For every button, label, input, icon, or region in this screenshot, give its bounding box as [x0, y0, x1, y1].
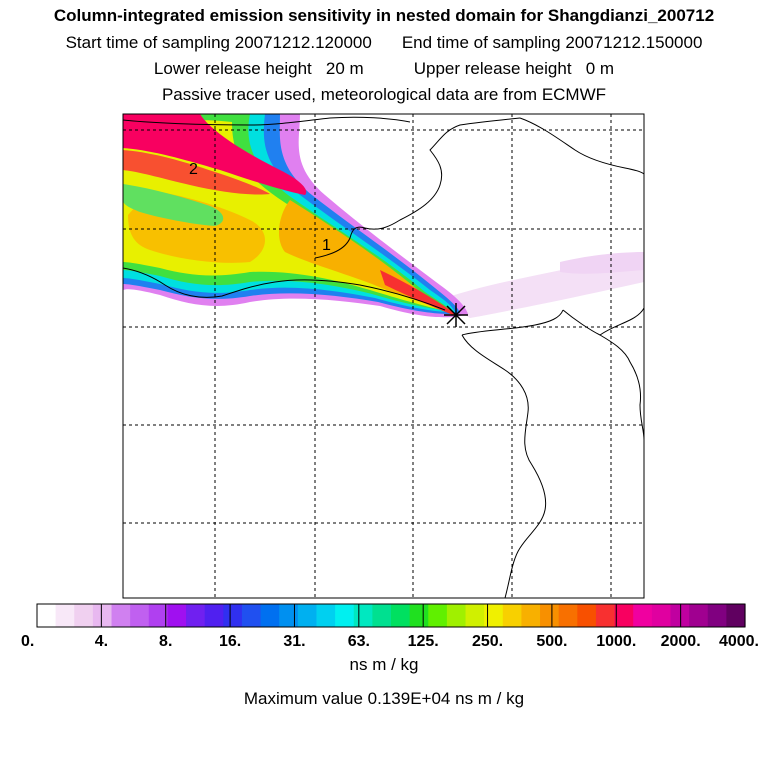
colorbar-tick-labels: 0. 4. 8. 16. 31. 63. 125. 250. 500. 1000. 2000. 400… [21, 604, 759, 650]
plume-band-red [380, 270, 458, 317]
colorbar-tick-label: 8. [159, 633, 172, 650]
chart-title: Column-integrated emission sensitivity i… [53, 6, 715, 25]
colorbar-swatch [670, 604, 690, 627]
colorbar-tick-label: 16. [219, 633, 241, 650]
max-value-line: Maximum value 0.139E+04 ns m / kg [244, 689, 524, 708]
colorbar-swatch [55, 604, 75, 627]
map-area [123, 114, 644, 598]
colorbar-tick-label: 63. [348, 633, 370, 650]
colorbar-swatch [689, 604, 709, 627]
colorbar-swatch [241, 604, 262, 627]
colorbar-swatch [130, 604, 150, 627]
release-heights: Lower release height 20 m Upper release h… [0, 59, 768, 79]
colorbar-swatch [446, 604, 467, 627]
colorbar-swatch [558, 604, 578, 627]
colorbar-swatch [521, 604, 541, 627]
colorbar-swatch [726, 604, 746, 627]
plume-band-green-upper [123, 184, 224, 226]
colorbar-swatch [409, 604, 429, 627]
plume-band-magenta [123, 114, 307, 195]
colorbar-swatch [223, 604, 243, 627]
upper-height-label: Upper release height [413, 59, 572, 78]
end-time-value: 20071212.150000 [565, 33, 703, 52]
colorbar-tick-label: 2000. [661, 633, 701, 650]
colorbar-swatch [148, 604, 169, 627]
colorbar-swatch [465, 604, 485, 627]
colorbar-swatch [167, 604, 187, 627]
colorbar-swatch [260, 604, 280, 627]
colorbar-swatch [111, 604, 131, 627]
colorbar-swatch [92, 604, 113, 627]
colorbar-tick-label: 1000. [596, 633, 636, 650]
colorbar-swatch [633, 604, 653, 627]
gridlines [123, 114, 644, 598]
plume-haze-2 [560, 252, 644, 274]
colorbar-tick-label: 250. [472, 633, 503, 650]
colorbar-swatch [428, 604, 448, 627]
receptor-marker-icon [444, 303, 468, 327]
coastline [123, 116, 644, 598]
colorbar-swatch [372, 604, 392, 627]
colorbar-swatch [297, 604, 318, 627]
colorbar-tick-label: 31. [283, 633, 305, 650]
colorbar-swatch [651, 604, 672, 627]
colorbar-swatch [540, 604, 560, 627]
upper-height-value: 0 m [585, 59, 615, 78]
lower-height-label: Lower release height [153, 59, 312, 78]
annotation-1: 1 [322, 237, 331, 254]
colorbar-swatch [484, 604, 504, 627]
subtitle: Passive tracer used, meteorological data… [161, 85, 607, 104]
colorbar-tick-label: 125. [408, 633, 439, 650]
colorbar-swatch [186, 604, 206, 627]
colorbar-swatch [279, 604, 299, 627]
annotation-2: 2 [189, 161, 198, 178]
max-value-unit: ns m / kg [455, 689, 524, 708]
lower-height-value: 20 m [325, 59, 364, 78]
colorbar-swatch [316, 604, 336, 627]
colorbar-swatch [577, 604, 597, 627]
colorbar-swatch [204, 604, 224, 627]
colorbar-swatch [502, 604, 523, 627]
colorbar-swatch [707, 604, 727, 627]
colorbar-tick-label: 500. [536, 633, 567, 650]
colorbar-swatch [595, 604, 616, 627]
colorbar-swatch [335, 604, 355, 627]
max-value-label: Maximum value [244, 689, 363, 708]
colorbar-tick-label: 4. [95, 633, 108, 650]
start-time-value: 20071212.120000 [234, 33, 372, 52]
colorbar-swatch [74, 604, 94, 627]
end-time-label: End time of sampling [401, 33, 561, 52]
colorbar-tick-label: 0. [21, 633, 34, 650]
colorbar-unit-label: ns m / kg [350, 655, 419, 674]
start-time-label: Start time of sampling [65, 33, 230, 52]
colorbar-swatch [391, 604, 411, 627]
plume-band-red-upper [123, 150, 270, 195]
colorbar-swatch [353, 604, 373, 627]
map-frame [122, 113, 645, 599]
colorbar-tick-label: 4000. [719, 633, 759, 650]
max-value: 0.139E+04 [368, 689, 451, 708]
colorbar-swatch [37, 604, 57, 627]
sampling-times: Start time of sampling 20071212.120000 En… [0, 33, 768, 53]
colorbar-swatch [614, 604, 634, 627]
colorbar [37, 604, 746, 627]
